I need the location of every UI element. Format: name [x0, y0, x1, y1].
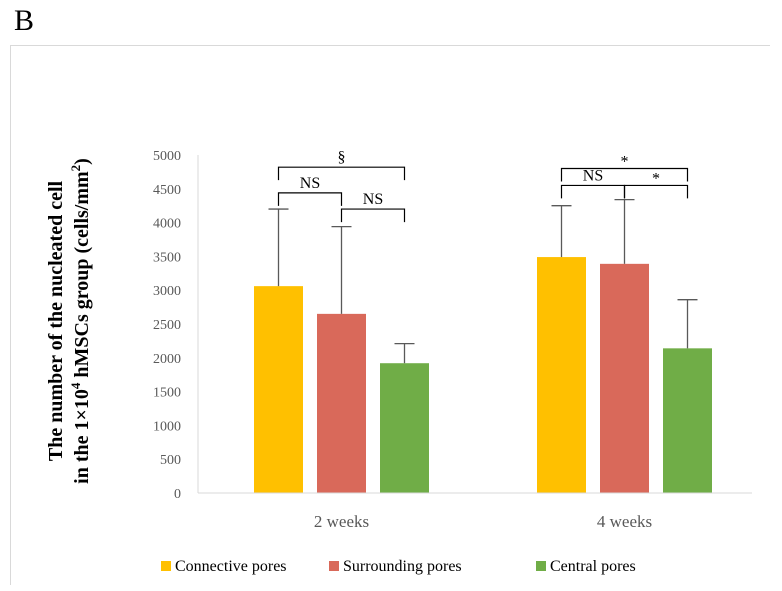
legend-label: Connective pores	[175, 558, 287, 575]
bar	[254, 286, 303, 493]
significance-label: NS	[300, 175, 320, 192]
x-category-label: 4 weeks	[597, 512, 652, 531]
legend-label: Surrounding pores	[343, 558, 462, 575]
y-axis: 0 500 1000 1500 2000 2500 3000 3500 4000 4500 5000	[153, 149, 199, 502]
significance-bracket: NS	[340, 191, 406, 223]
significance-label: NS	[583, 167, 603, 184]
legend-swatch	[536, 561, 546, 571]
significance-label: §	[338, 149, 346, 166]
chart-frame	[10, 45, 770, 585]
y-label-part2: hMSCs group (cells/mm	[71, 171, 93, 383]
bracket-line	[277, 192, 343, 206]
y-label-part3: )	[71, 158, 93, 165]
bar	[537, 257, 586, 493]
legend: Connective pores Surrounding pores Central…	[161, 558, 636, 575]
y-tick-label: 2000	[153, 352, 181, 367]
significance-label: *	[621, 154, 629, 171]
y-tick-label: 1500	[153, 386, 181, 401]
bar	[380, 363, 429, 493]
bracket-line	[340, 208, 406, 223]
y-axis-label-line2: in the 1×104 hMSCs group (cells/mm2)	[68, 158, 93, 484]
panel-label: B	[14, 4, 35, 37]
y-tick-label: 4500	[153, 183, 181, 198]
y-tick-label: 4000	[153, 217, 181, 232]
y-label-part1: in the 1×10	[71, 389, 93, 484]
significance-brackets: § NS NS * NS *	[277, 149, 689, 223]
legend-item: Connective pores	[161, 558, 287, 575]
significance-label: *	[652, 170, 660, 187]
y-tick-label: 2500	[153, 318, 181, 333]
significance-bracket: *	[560, 154, 689, 182]
bracket-line	[560, 167, 689, 182]
error-bars	[268, 198, 698, 364]
y-label-exponent: 4	[68, 382, 83, 389]
significance-bracket: NS	[277, 175, 343, 206]
y-axis-label: The number of the nucleated cell in the …	[45, 158, 93, 484]
y-tick-label: 5000	[153, 149, 181, 164]
y-tick-label: 0	[174, 487, 181, 502]
bar	[317, 313, 366, 493]
significance-bracket: §	[277, 149, 406, 181]
legend-swatch	[161, 561, 171, 571]
y-tick-label: 3000	[153, 284, 181, 299]
legend-item: Surrounding pores	[329, 558, 462, 575]
bracket-line	[623, 184, 689, 199]
y-tick-label: 3500	[153, 250, 181, 265]
bracket-line	[277, 166, 406, 181]
bars	[254, 257, 712, 493]
bar	[663, 348, 712, 493]
legend-label: Central pores	[550, 558, 636, 575]
legend-swatch	[329, 561, 339, 571]
bar	[600, 263, 649, 493]
y-tick-label: 1000	[153, 419, 181, 434]
y-axis-label-line1: The number of the nucleated cell	[45, 180, 67, 461]
bracket-line	[560, 184, 626, 199]
y-label-unit-exponent: 2	[68, 165, 83, 172]
x-axis: 2 weeks 4 weeks	[198, 492, 752, 531]
significance-bracket: *	[623, 170, 689, 199]
significance-bracket: NS	[560, 167, 626, 199]
x-category-label: 2 weeks	[314, 512, 369, 531]
y-tick-label: 500	[160, 453, 181, 468]
legend-item: Central pores	[536, 558, 636, 575]
significance-label: NS	[363, 191, 383, 208]
